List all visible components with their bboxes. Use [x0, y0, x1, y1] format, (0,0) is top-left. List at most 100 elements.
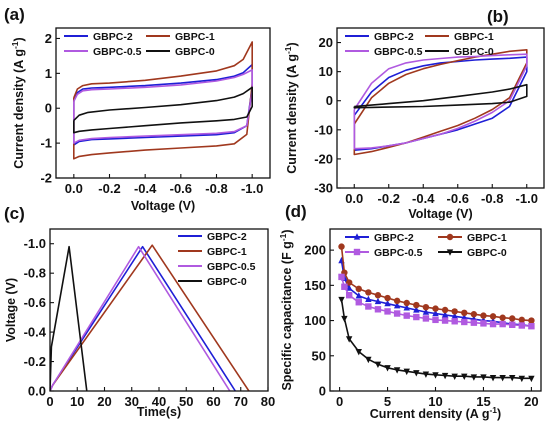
- data-point: [499, 314, 506, 321]
- data-point: [470, 311, 478, 318]
- x-axis-title: Voltage (V): [131, 199, 195, 213]
- series-group: [73, 41, 253, 160]
- data-point: [489, 320, 497, 328]
- x-tick-label: 0.0: [65, 181, 83, 196]
- data-point: [355, 292, 362, 299]
- data-point: [384, 365, 391, 372]
- y-tick-label: 100: [304, 313, 326, 328]
- legend-label: GBPC-1: [454, 31, 494, 43]
- data-point: [413, 301, 420, 309]
- data-point: [374, 306, 382, 313]
- data-point: [470, 319, 478, 326]
- y-tick-label: 150: [304, 278, 326, 293]
- data-point: [422, 371, 430, 378]
- y-tick-label: 1: [45, 66, 52, 81]
- data-point: [413, 306, 420, 313]
- x-tick-label: 20: [524, 394, 538, 409]
- plot-frame: [55, 27, 271, 179]
- panel-label: (c): [4, 204, 25, 223]
- data-point: [422, 308, 430, 315]
- x-tick-label: -0.8: [205, 181, 227, 196]
- series-line-gbpc-1: [340, 246, 532, 322]
- series-group: [50, 244, 250, 391]
- x-tick-label: -0.8: [481, 191, 503, 206]
- legend-label: GBPC-0: [454, 46, 494, 58]
- legend-marker: [446, 249, 454, 256]
- legend-label: GBPC-0.5: [374, 247, 423, 259]
- data-point: [365, 289, 372, 296]
- series-line-gbpc-0: [73, 86, 253, 134]
- x-tick-label: 10: [428, 394, 442, 409]
- y-tick-label: -0.4: [24, 325, 47, 340]
- data-point: [341, 283, 348, 290]
- data-point: [499, 375, 506, 382]
- data-point: [509, 315, 516, 322]
- series-line-gbpc-0: [340, 299, 532, 380]
- legend: GBPC-2 GBPC-1 GBPC-0.5 GBPC-0: [345, 232, 507, 259]
- x-axis-title: Current density (A g-1): [370, 405, 501, 421]
- legend-marker: [353, 233, 361, 240]
- legend-label: GBPC-1: [207, 246, 247, 258]
- y-tick-label: 0: [326, 93, 333, 108]
- legend-label: GBPC-0.5: [207, 261, 256, 273]
- y-tick-label: 0: [319, 384, 326, 399]
- data-point: [365, 303, 372, 310]
- y-tick-label: 0.0: [28, 384, 46, 399]
- x-axis-title: Time(s): [137, 405, 181, 419]
- x-tick-label: -1.0: [241, 181, 263, 196]
- data-point: [365, 356, 372, 364]
- x-tick-label: -1.0: [516, 191, 538, 206]
- data-point: [451, 318, 458, 325]
- y-tick-label: -2: [40, 171, 52, 186]
- x-tick-label: -0.2: [98, 181, 120, 196]
- data-point: [451, 373, 458, 381]
- data-point: [528, 317, 535, 324]
- data-point: [384, 294, 391, 302]
- data-point: [441, 306, 449, 314]
- legend: GBPC-2 GBPC-1 GBPC-0.5 GBPC-0: [178, 231, 256, 288]
- panel-label: (d): [285, 202, 307, 221]
- y-tick-label: -30: [314, 181, 333, 196]
- legend-marker: [353, 248, 361, 256]
- series-group: [338, 243, 535, 383]
- series-line-gbpc-0-5: [73, 69, 253, 144]
- x-tick-label: 80: [261, 394, 275, 409]
- data-point: [499, 320, 506, 328]
- x-tick-label: 0: [336, 394, 343, 409]
- x-tick-label: 10: [70, 394, 84, 409]
- y-axis-title: Current density (A g-1): [283, 42, 299, 173]
- y-tick-label: 2: [45, 31, 52, 46]
- data-point: [441, 317, 449, 324]
- data-point: [374, 361, 382, 369]
- x-tick-label: 0.0: [345, 191, 363, 206]
- data-point: [432, 372, 439, 379]
- x-tick-label: 0: [46, 394, 53, 409]
- data-point: [355, 285, 362, 293]
- legend-label: GBPC-2: [207, 231, 247, 243]
- panel-3: (c) 0 10 20 30 40 50 60 70 80 0.0 -0.2 -0.4 -0.6 -0.8 -…: [4, 204, 275, 419]
- panel-label: (a): [4, 5, 25, 24]
- x-tick-label: 5: [384, 394, 391, 409]
- data-point: [461, 313, 468, 321]
- data-point: [393, 367, 401, 374]
- data-point: [509, 375, 516, 382]
- x-tick-label: 50: [179, 394, 193, 409]
- y-tick-label: -0.6: [24, 295, 46, 310]
- series-line-gbpc-1: [73, 41, 253, 160]
- y-axis-title: Voltage (V): [4, 278, 18, 342]
- data-point: [480, 320, 487, 327]
- y-tick-label: 20: [319, 35, 333, 50]
- data-point: [518, 375, 526, 383]
- y-tick-label: -1.0: [24, 236, 46, 251]
- legend-label: GBPC-0: [467, 247, 507, 259]
- legend: GBPC-2 GBPC-1 GBPC-0.5 GBPC-0: [345, 31, 494, 58]
- data-point: [384, 299, 391, 307]
- data-point: [341, 315, 348, 323]
- series-line-gbpc-0-5: [353, 53, 528, 150]
- x-tick-label: -0.4: [412, 191, 435, 206]
- data-point: [355, 299, 362, 306]
- data-point: [413, 370, 420, 377]
- legend: GBPC-2 GBPC-1 GBPC-0.5 GBPC-0: [64, 31, 215, 58]
